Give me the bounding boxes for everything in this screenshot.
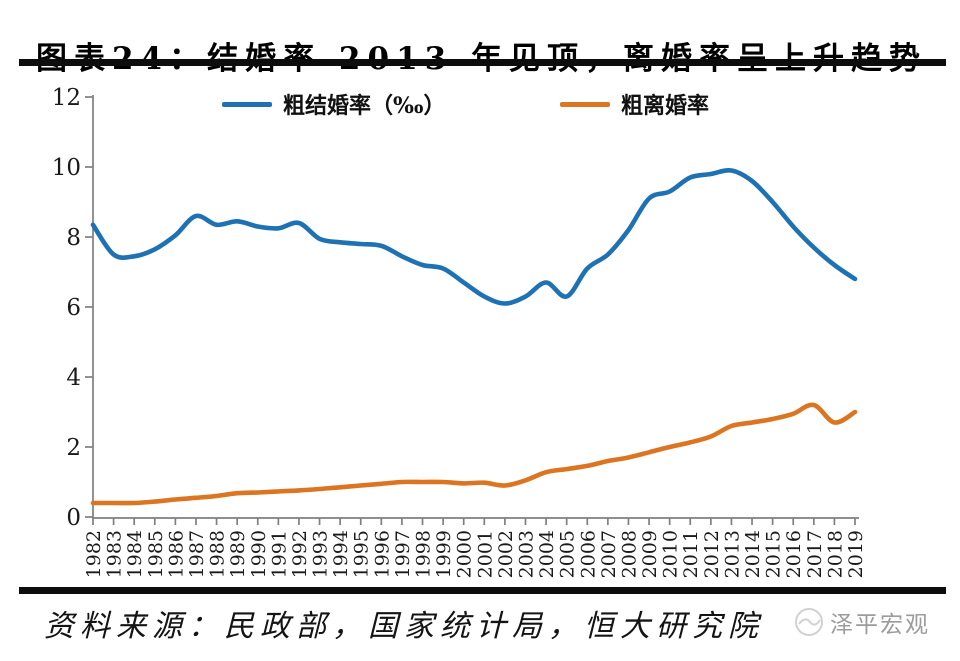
- marriage-rate-line: [90, 167, 858, 306]
- x-tick-label: 1988: [207, 530, 229, 578]
- y-tick-label: 8: [66, 225, 81, 251]
- x-tick-label: 2013: [721, 530, 743, 578]
- x-tick-label: 1991: [268, 530, 290, 578]
- x-tick-label: 2018: [824, 530, 846, 578]
- x-tick-label: 1989: [227, 530, 249, 578]
- x-tick-label: 1987: [186, 530, 208, 578]
- x-tick-label: 2019: [845, 530, 867, 578]
- x-tick-label: 2004: [536, 530, 558, 578]
- x-tick-label: 2012: [701, 530, 723, 578]
- y-tick-label: 10: [52, 155, 81, 181]
- x-tick-label: 2002: [495, 530, 517, 578]
- legend-item-divorce-rate: 粗离婚率: [560, 88, 709, 120]
- watermark: 泽平宏观: [793, 605, 930, 639]
- chart-title: 图表24：结婚率 2013 年见顶，离婚率呈上升趋势: [36, 33, 956, 78]
- divorce-rate-line: [90, 402, 858, 506]
- x-tick-label: 1995: [351, 530, 373, 578]
- x-tick-label: 1999: [433, 530, 455, 578]
- marriage-line-swatch-icon: [222, 101, 272, 107]
- x-tick-label: 2000: [454, 530, 476, 578]
- legend-label-divorce-rate: 粗离婚率: [621, 93, 710, 119]
- x-tick-label: 1982: [83, 530, 105, 578]
- x-tick-label: 1984: [124, 530, 146, 578]
- footer-divider-rule: [19, 587, 946, 594]
- y-tick-label: 12: [52, 85, 81, 111]
- watermark-text: 泽平宏观: [830, 612, 930, 638]
- y-tick-label: 2: [66, 435, 81, 461]
- y-tick-label: 6: [66, 295, 81, 321]
- x-tick-label: 1996: [371, 530, 393, 578]
- x-tick-label: 2014: [742, 530, 764, 578]
- x-tick-label: 2010: [660, 530, 682, 578]
- x-tick-label: 2015: [763, 530, 785, 578]
- x-tick-label: 1998: [413, 530, 435, 578]
- legend-label-marriage-rate: 粗结婚率（‰）: [283, 93, 446, 119]
- x-tick-label: 2005: [557, 530, 579, 578]
- footer: 资料来源：民政部，国家统计局，恒大研究院: [44, 601, 944, 645]
- x-tick-label: 1986: [165, 530, 187, 578]
- x-tick-label: 2007: [598, 530, 620, 578]
- x-tick-label: 1997: [392, 530, 414, 578]
- x-tick-label: 2008: [618, 530, 640, 578]
- x-tick-label: 1994: [330, 530, 352, 578]
- x-tick-label: 1983: [104, 530, 126, 578]
- x-tick-label: 2016: [783, 530, 805, 578]
- x-tick-label: 2001: [474, 530, 496, 578]
- x-tick-label: 1985: [145, 530, 167, 578]
- x-tick-label: 2009: [639, 530, 661, 578]
- x-tick-label: 1990: [248, 530, 270, 578]
- x-tick-label: 2003: [515, 530, 537, 578]
- x-tick-label: 1992: [289, 530, 311, 578]
- x-tick-label: 2017: [804, 530, 826, 578]
- divorce-line-swatch-icon: [560, 101, 610, 107]
- y-tick-label: 0: [66, 505, 81, 531]
- brand-logo-icon: [795, 608, 823, 636]
- title-divider-rule: [19, 59, 946, 66]
- y-tick-label: 4: [66, 365, 81, 391]
- source-note: 资料来源：民政部，国家统计局，恒大研究院: [44, 609, 764, 644]
- legend-item-marriage-rate: 粗结婚率（‰）: [222, 88, 445, 120]
- x-tick-label: 2006: [577, 530, 599, 578]
- x-tick-label: 1993: [310, 530, 332, 578]
- x-tick-label: 2011: [680, 530, 702, 578]
